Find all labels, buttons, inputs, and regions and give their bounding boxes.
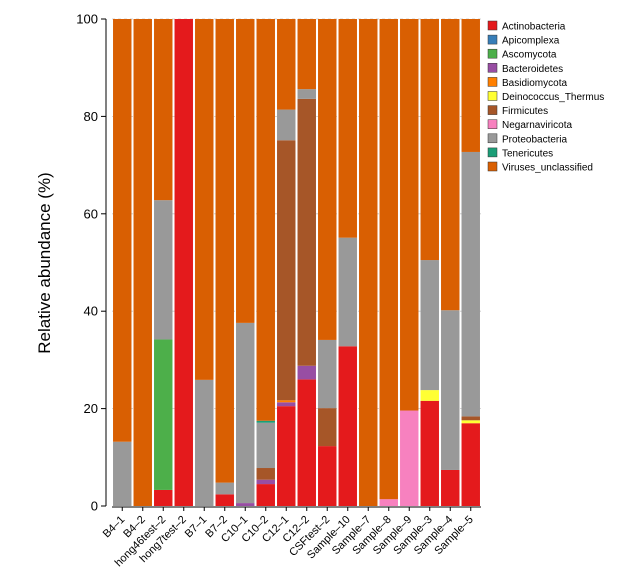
bar-segment-15-0	[420, 400, 439, 506]
y-tick-label-60: 60	[84, 206, 98, 221]
y-axis: 0 20 40 60 80 100	[76, 12, 107, 514]
bar-segment-7-9	[256, 420, 275, 423]
bar-segment-6-8	[236, 322, 255, 504]
bar-segment-9-6	[297, 98, 316, 366]
legend-swatch-1	[487, 34, 498, 45]
legend-swatch-8	[487, 133, 498, 144]
bar-segment-3-0	[174, 19, 193, 506]
legend-label-7: Negarnaviricota	[502, 120, 572, 131]
bar-segment-6-3	[236, 503, 255, 506]
legend-swatch-5	[487, 91, 498, 101]
bar-segment-8-0	[277, 406, 296, 506]
bar-segment-15-8	[420, 260, 439, 391]
bar-segment-12-10	[359, 19, 378, 506]
legend-label-1: Apicomplexa	[502, 36, 560, 47]
legend-swatch-10	[487, 161, 498, 172]
bar-segment-5-10	[215, 19, 234, 483]
bar-segment-7-10	[256, 19, 275, 421]
legend-label-9: Tenericutes	[502, 148, 553, 159]
bar-segment-16-0	[441, 469, 460, 506]
bar-segment-17-6	[461, 416, 480, 421]
bar-segment-9-8	[297, 89, 316, 99]
bar-segment-17-10	[461, 19, 480, 152]
bar-segment-15-5	[420, 390, 439, 401]
x-axis: B4–1B4–2hong46test–2hong7test–2B7–1B7–2C…	[101, 506, 481, 569]
bar-segment-10-6	[318, 408, 337, 447]
bar-segment-8-4	[277, 400, 296, 403]
bar-segment-9-0	[297, 379, 316, 506]
bar-segment-10-0	[318, 446, 337, 506]
legend-label-8: Proteobacteria	[502, 134, 567, 145]
bar-segment-5-0	[215, 494, 234, 506]
y-tick-label-80: 80	[84, 109, 98, 124]
bar-segment-17-0	[461, 423, 480, 506]
bar-segment-10-10	[318, 19, 337, 340]
x-tick-label-4: B7–1	[183, 514, 210, 541]
bar-segment-16-8	[441, 310, 460, 470]
legend-swatch-3	[487, 63, 498, 73]
bar-segment-1-10	[133, 19, 152, 506]
y-axis-title: Relative abundance (%)	[35, 172, 54, 353]
bar-segment-8-6	[277, 140, 296, 401]
legend-label-6: Firmicutes	[502, 106, 548, 117]
bar-segment-2-2	[154, 339, 173, 490]
y-tick-label-20: 20	[84, 401, 98, 416]
bar-segment-7-3	[256, 479, 275, 485]
legend-swatch-9	[487, 147, 498, 158]
bars	[113, 19, 480, 506]
legend-swatch-6	[487, 105, 498, 115]
bar-segment-16-10	[441, 19, 460, 311]
bar-segment-2-10	[154, 19, 173, 201]
legend-label-0: Actinobacteria	[502, 22, 566, 33]
legend-label-4: Basidiomycota	[502, 78, 567, 89]
bar-segment-11-0	[338, 346, 357, 506]
bar-segment-4-10	[195, 19, 214, 380]
legend-label-5: Deinococcus_Thermus	[502, 92, 604, 103]
bar-segment-7-0	[256, 484, 275, 506]
legend-swatch-2	[487, 48, 498, 59]
y-tick-label-40: 40	[84, 304, 98, 319]
bar-segment-8-10	[277, 19, 296, 110]
bar-segment-17-5	[461, 420, 480, 424]
x-tick-label-0: B4–1	[101, 514, 128, 541]
legend-swatch-7	[487, 119, 498, 129]
bar-segment-9-3	[297, 365, 316, 380]
bar-segment-14-10	[400, 19, 419, 411]
y-tick-label-100: 100	[76, 12, 98, 27]
legend-swatch-4	[487, 77, 498, 87]
bar-segment-11-8	[338, 237, 357, 347]
bar-segment-17-8	[461, 151, 480, 417]
bar-segment-14-7	[400, 410, 419, 506]
bar-segment-15-10	[420, 19, 439, 261]
bar-segment-9-10	[297, 19, 316, 90]
bar-segment-7-6	[256, 468, 275, 480]
bar-segment-4-8	[195, 379, 214, 506]
legend: Actinobacteria Apicomplexa Ascomycota Bacte…	[487, 20, 604, 174]
bar-segment-13-7	[379, 499, 398, 506]
bar-segment-0-8	[113, 441, 132, 506]
bar-segment-5-8	[215, 482, 234, 495]
legend-label-10: Viruses_unclassified	[502, 163, 593, 174]
legend-label-3: Bacteroidetes	[502, 64, 563, 75]
bar-segment-2-8	[154, 200, 173, 340]
bar-segment-8-3	[277, 402, 296, 407]
bar-segment-2-0	[154, 489, 173, 506]
bar-segment-10-8	[318, 339, 337, 409]
legend-label-2: Ascomycota	[502, 50, 557, 61]
bar-segment-7-8	[256, 422, 275, 469]
y-tick-label-0: 0	[91, 499, 98, 514]
bar-segment-0-10	[113, 19, 132, 442]
bar-segment-13-10	[379, 19, 398, 500]
legend-swatch-0	[487, 20, 498, 31]
bar-segment-8-8	[277, 109, 296, 141]
bar-segment-6-10	[236, 19, 255, 323]
grid-lines	[112, 18, 481, 410]
bar-segment-11-10	[338, 19, 357, 238]
